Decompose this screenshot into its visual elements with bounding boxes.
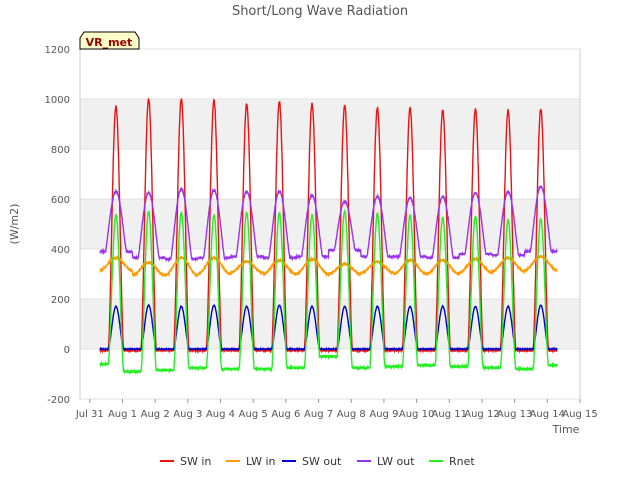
legend-label: LW in [246,455,276,468]
x-tick-label: Aug 12 [464,409,499,420]
x-tick-label: Aug 3 [173,409,202,420]
legend-label: SW in [180,455,211,468]
plot-band [80,299,580,349]
x-tick-label: Aug 1 [108,409,137,420]
legend-label: SW out [302,455,342,468]
legend-label: Rnet [449,455,475,468]
y-tick-label: 400 [51,245,70,256]
y-tick-label: 1000 [45,95,70,106]
x-tick-label: Aug 11 [432,409,467,420]
y-tick-label: 600 [51,195,70,206]
y-tick-label: 0 [64,345,70,356]
x-axis-label: Time [552,423,580,436]
series-line-sw-in [99,98,558,355]
chart-title: Short/Long Wave Radiation [232,4,408,19]
x-tick-label: Aug 9 [369,409,398,420]
x-tick-label: Aug 4 [206,409,235,420]
grid-lines [80,48,580,400]
plot-bands [80,49,580,399]
badge-label: VR_met [86,36,133,49]
plot-band [80,99,580,149]
x-tick-label: Aug 7 [304,409,333,420]
x-tick-label: Aug 8 [337,409,366,420]
x-tick-label: Aug 2 [141,409,170,420]
series-line-rnet [99,208,558,375]
plot-band [80,149,580,199]
x-tick-label: Aug 10 [399,409,434,420]
series-line-lw-in [99,254,558,279]
badge-box [79,31,140,50]
y-tick-label: 200 [51,295,70,306]
x-tick-label: Aug 6 [271,409,300,420]
series-line-lw-out [99,184,558,263]
series-layer [99,98,558,375]
x-tick-label: Aug 5 [239,409,268,420]
x-tick-label: Aug 14 [530,409,565,420]
y-tick-label: 800 [51,145,70,156]
x-axis-ticks: Jul 31 Aug 1 Aug 2 Aug 3 Aug 4 Aug 5 Aug 6 Aug … [75,399,598,420]
x-tick-label: Aug 15 [562,409,597,420]
plot-band [80,199,580,249]
y-axis-label: (W/m2) [8,204,21,245]
legend: SW in LW in SW out LW out Rnet [160,455,475,468]
x-tick-label: Aug 13 [497,409,532,420]
plot-band [80,49,580,99]
x-tick-label: Jul 31 [75,409,104,420]
y-axis-ticks: -200 0 200 400 600 800 1000 1200 [45,45,70,406]
station-badge: VR_met [79,31,140,50]
y-tick-label: 1200 [45,45,70,56]
y-tick-label: -200 [47,395,70,406]
legend-label: LW out [377,455,415,468]
